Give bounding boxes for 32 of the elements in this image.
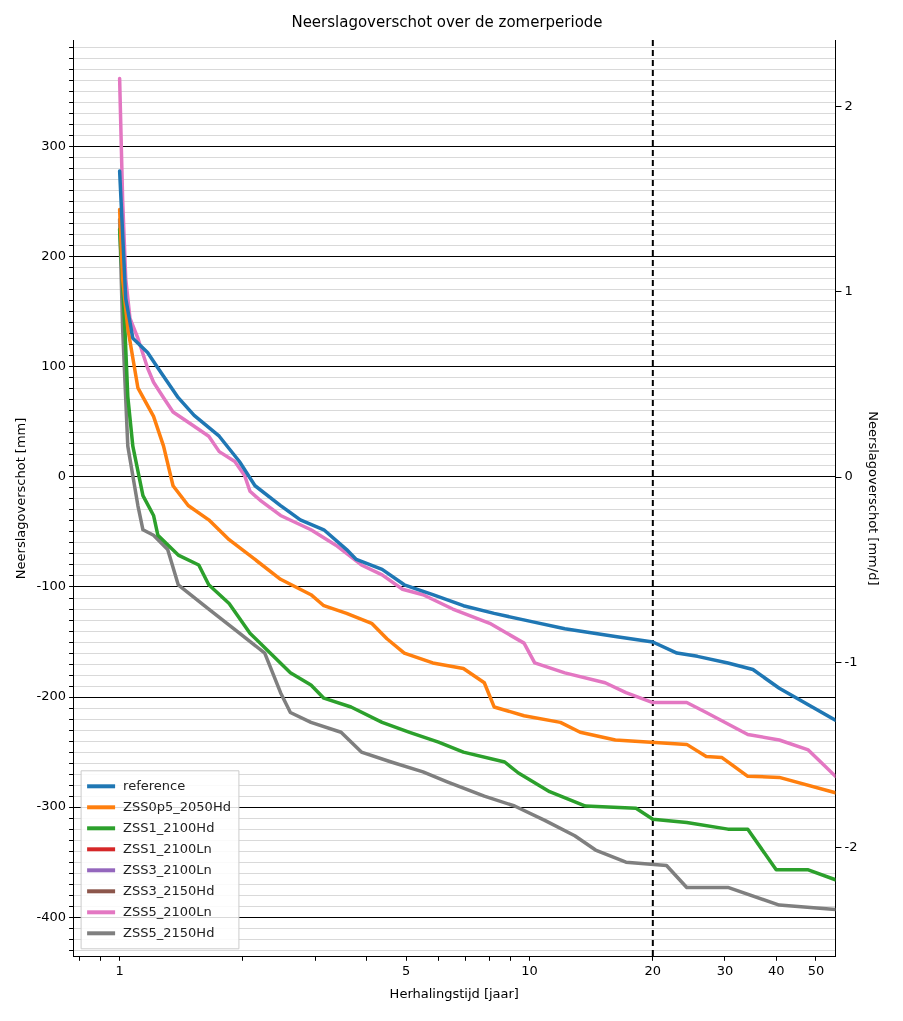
- y2-axis-title: Neerslagoverschot [mm/d]: [865, 411, 881, 586]
- x-tick-label: 30: [716, 962, 734, 978]
- legend-label: ZSS0p5_2050Hd: [123, 798, 231, 814]
- y-tick-label: 300: [41, 138, 67, 154]
- legend-label: ZSS5_2150Hd: [123, 924, 215, 940]
- x-axis-title: Herhalingstijd [jaar]: [389, 985, 519, 1001]
- y2-tick-label: 2: [844, 98, 853, 114]
- y-tick-label: -200: [36, 688, 67, 704]
- legend-label: reference: [123, 777, 186, 793]
- chart-title: Neerslagoverschot over de zomerperiode: [291, 12, 603, 31]
- y-tick-label: -400: [36, 908, 67, 924]
- y-axis-title: Neerslagoverschot [mm]: [13, 417, 29, 580]
- y2-tick-label: -2: [844, 838, 858, 854]
- y2-tick-label: 0: [844, 468, 853, 484]
- y-tick-label: 100: [41, 358, 67, 374]
- y-tick-label: -100: [36, 578, 67, 594]
- legend-label: ZSS5_2100Ln: [123, 903, 212, 919]
- x-tick-label: 1: [115, 962, 124, 978]
- x-tick-label: 50: [807, 962, 825, 978]
- legend-label: ZSS3_2100Ln: [123, 861, 212, 877]
- y2-tick-label: 1: [844, 283, 853, 299]
- y-tick-label: -300: [36, 798, 67, 814]
- legend-label: ZSS1_2100Hd: [123, 819, 215, 835]
- legend-label: ZSS1_2100Ln: [123, 840, 212, 856]
- x-tick-label: 5: [401, 962, 411, 978]
- y2-tick-label: -1: [844, 653, 858, 669]
- x-tick-label: 40: [767, 962, 785, 978]
- x-tick-label: 20: [644, 962, 662, 978]
- legend-label: ZSS3_2150Hd: [123, 882, 215, 898]
- y-tick-label: 200: [41, 248, 67, 264]
- y-tick-label: 0: [57, 468, 67, 484]
- x-tick-label: 10: [521, 962, 538, 978]
